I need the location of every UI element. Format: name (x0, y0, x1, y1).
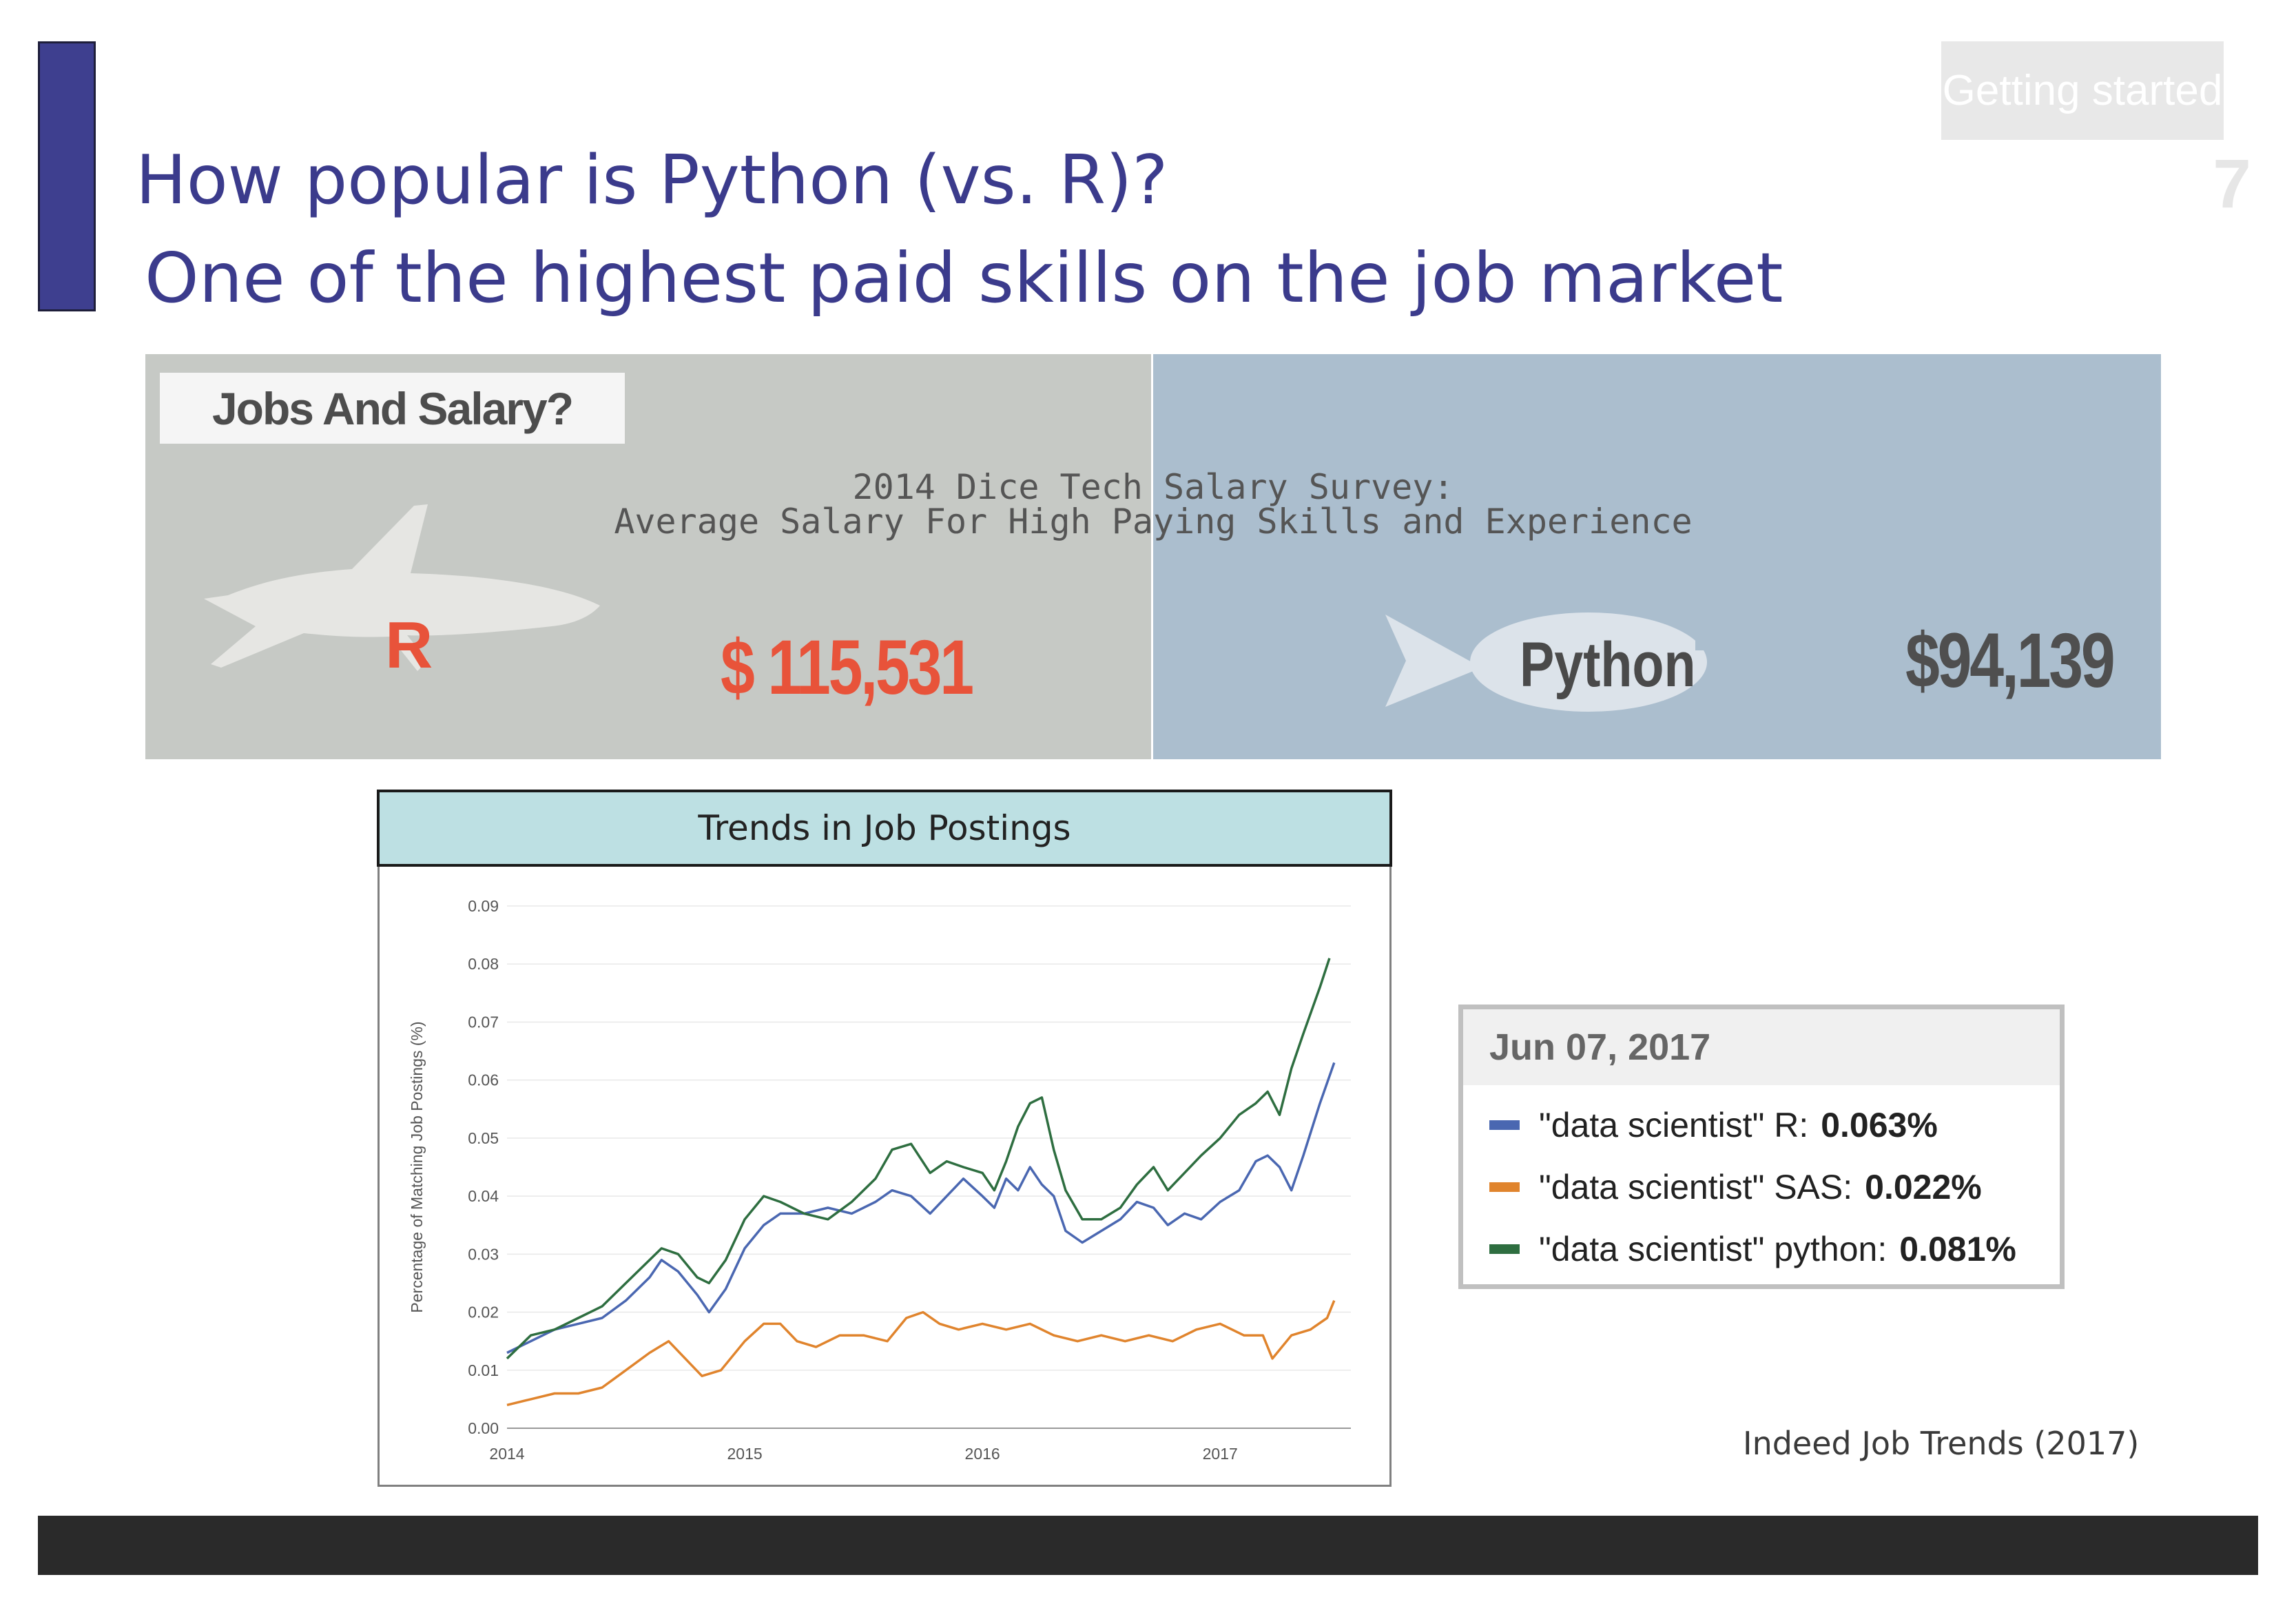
y-tick-label: 0.06 (468, 1071, 499, 1089)
tooltip-value: 0.063% (1821, 1106, 1938, 1144)
tooltip-label: "data scientist" SAS (1539, 1168, 1843, 1206)
jobs-salary-label: Jobs And Salary? (160, 373, 625, 444)
x-tick-labels: 2014 2015 2016 2017 (489, 1445, 1237, 1463)
r-salary-value: $ 115,531 (721, 624, 974, 710)
y-axis-label: Percentage of Matching Job Postings (%) (408, 1021, 426, 1312)
y-tick-label: 0.01 (468, 1361, 499, 1379)
y-tick-label: 0.03 (468, 1245, 499, 1263)
legend-swatch-python (1489, 1244, 1520, 1254)
y-tick-label: 0.08 (468, 955, 499, 973)
source-citation: Indeed Job Trends (2017) (1743, 1425, 2140, 1462)
survey-line-1: 2014 Dice Tech Salary Survey: (852, 467, 1454, 507)
chart-tooltip: Jun 07, 2017 "data scientist" R:0.063% "… (1458, 1005, 2065, 1289)
tooltip-row-r: "data scientist" R:0.063% (1489, 1098, 1938, 1153)
legend-swatch-sas (1489, 1182, 1520, 1192)
chart-plot: 0.00 0.01 0.02 0.03 0.04 0.05 0.06 0.07 0.08 0.09… (408, 897, 1351, 1463)
tooltip-row-sas: "data scientist" SAS:0.022% (1489, 1160, 1982, 1215)
slide-subtitle: One of the highest paid skills on the jo… (145, 238, 1783, 318)
tooltip-label: "data scientist" R (1539, 1106, 1799, 1144)
shark-icon: R (204, 504, 600, 682)
tooltip-row-python: "data scientist" python:0.081% (1489, 1222, 2016, 1277)
footer-bar (38, 1516, 2258, 1575)
job-trends-chart: 0.00 0.01 0.02 0.03 0.04 0.05 0.06 0.07 0.08 0.09… (378, 790, 1392, 1487)
chart-grid (507, 905, 1351, 1429)
survey-line-2: Average Salary For High Paying Skills an… (614, 502, 1693, 542)
python-salary-value: $94,139 (1905, 617, 2116, 703)
fish-illustrations: R Python (204, 504, 1710, 712)
y-tick-label: 0.05 (468, 1129, 499, 1147)
fish-icon: Python (1385, 612, 1710, 712)
y-tick-label: 0.09 (468, 897, 499, 915)
survey-caption: 2014 Dice Tech Salary Survey: Average Sa… (145, 470, 2161, 539)
series-line-r (506, 1062, 1336, 1355)
y-tick-label: 0.04 (468, 1187, 499, 1205)
salary-infographic: Jobs And Salary? 2014 Dice Tech Salary S… (145, 354, 2161, 759)
chart-series (506, 958, 1336, 1407)
series-line-python (506, 958, 1331, 1360)
chart-header: Trends in Job Postings (377, 790, 1392, 867)
tooltip-value: 0.022% (1865, 1168, 1982, 1206)
tooltip-label: "data scientist" python (1539, 1230, 1878, 1268)
tooltip-value: 0.081% (1899, 1230, 2016, 1268)
tooltip-date: Jun 07, 2017 (1463, 1009, 2060, 1085)
python-label: Python (1520, 629, 1696, 700)
slide-title: How popular is Python (vs. R)? (136, 141, 1168, 220)
x-tick-label: 2016 (965, 1445, 1000, 1463)
y-tick-label: 0.00 (468, 1419, 499, 1437)
page-number: 7 (2213, 145, 2251, 223)
series-line-sas (506, 1300, 1336, 1407)
y-tick-label: 0.07 (468, 1013, 499, 1031)
title-accent-bar (38, 41, 96, 311)
x-tick-label: 2015 (727, 1445, 762, 1463)
legend-swatch-r (1489, 1120, 1520, 1130)
x-tick-label: 2017 (1203, 1445, 1238, 1463)
y-tick-labels: 0.00 0.01 0.02 0.03 0.04 0.05 0.06 0.07 0.08 0.09 (468, 897, 499, 1437)
x-tick-label: 2014 (489, 1445, 524, 1463)
r-label: R (385, 608, 433, 682)
section-label: Getting started (1941, 41, 2224, 140)
y-tick-label: 0.02 (468, 1304, 499, 1321)
